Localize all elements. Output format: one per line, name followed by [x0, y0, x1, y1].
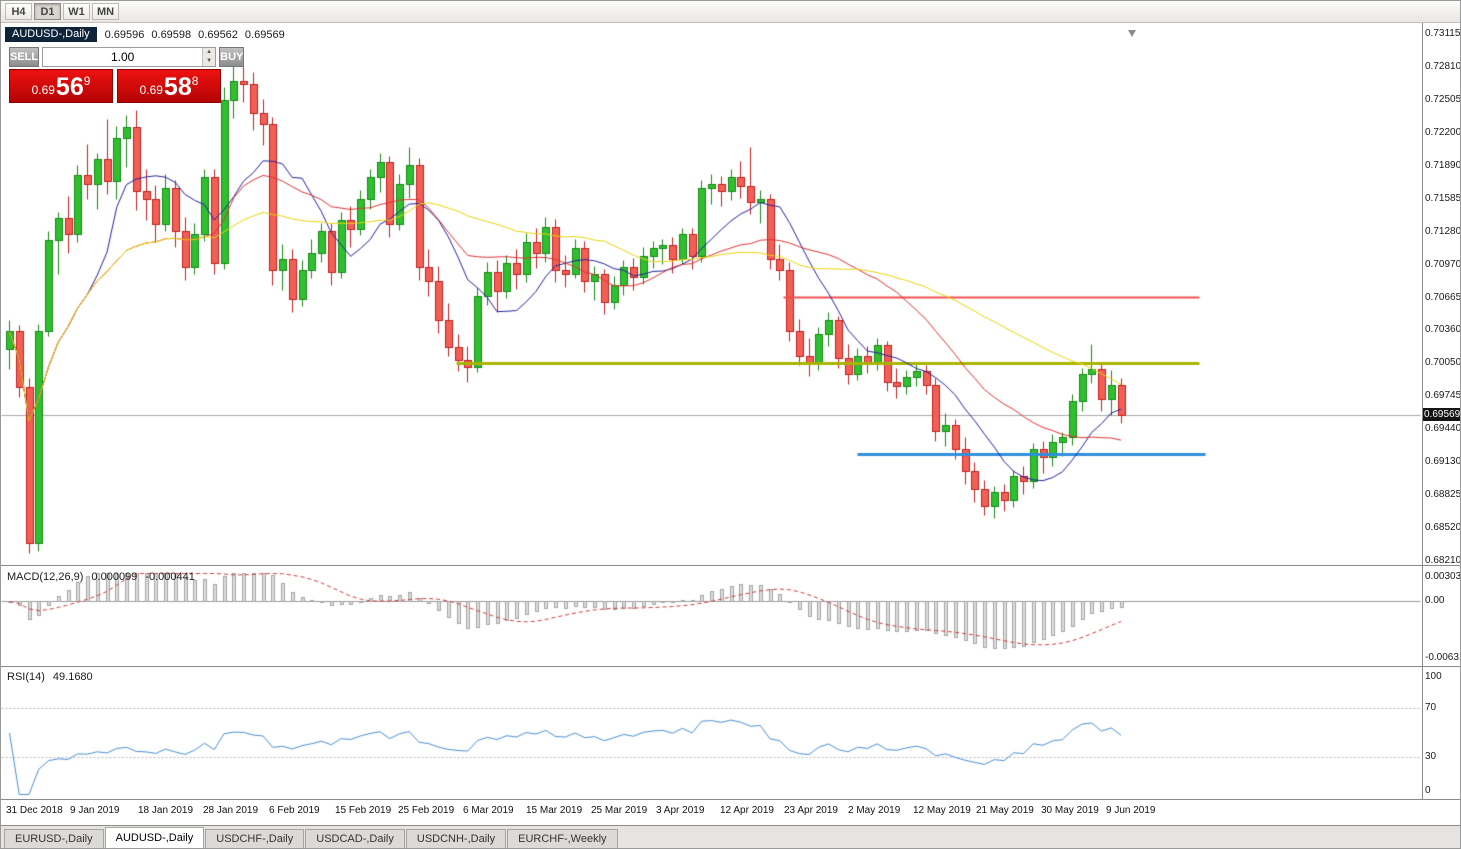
date-label: 6 Mar 2019 [463, 805, 514, 816]
one-click-trading-panel: SELL ▲ ▼ BUY 0.69 56 9 0.69 [9, 47, 245, 103]
date-label: 15 Mar 2019 [526, 805, 583, 816]
chart-tab-bar: EURUSD-,Daily AUDUSD-,Daily USDCHF-,Daily U… [1, 825, 1460, 848]
date-label: 12 May 2019 [913, 805, 971, 816]
rsi-indicator-canvas[interactable] [1, 669, 1421, 796]
macd-main-value: 0.000099 [91, 571, 138, 583]
date-label: 30 May 2019 [1041, 805, 1099, 816]
price-scale-label: 0.70360 [1425, 324, 1461, 336]
price-scale-label: 0.70665 [1425, 291, 1461, 303]
time-axis[interactable]: 31 Dec 2018 9 Jan 2019 18 Jan 2019 28 Jan 2… [1, 800, 1422, 827]
date-label: 25 Feb 2019 [398, 805, 455, 816]
rsi-scale-label: 100 [1425, 671, 1442, 682]
date-label: 9 Jan 2019 [70, 805, 120, 816]
buy-price-big: 58 [163, 73, 192, 101]
date-label: 25 Mar 2019 [591, 805, 648, 816]
sell-button[interactable]: SELL [9, 47, 40, 67]
ohlc-values: 0.69596 0.69598 0.69562 0.69569 [105, 29, 285, 41]
date-label: 31 Dec 2018 [6, 805, 63, 816]
close-value: 0.69569 [244, 28, 285, 41]
macd-signal-value: -0.000441 [145, 571, 195, 583]
rsi-value: 49.1680 [52, 671, 93, 683]
price-scale-label: 0.72505 [1425, 93, 1461, 105]
rsi-scale-label: 30 [1425, 751, 1437, 763]
date-label: 6 Feb 2019 [269, 805, 320, 816]
price-scale-label: 0.72810 [1425, 60, 1461, 72]
price-scale-label: 0.72200 [1425, 126, 1461, 138]
volume-spinner: ▲ ▼ [202, 48, 216, 66]
price-chart-canvas[interactable] [1, 25, 1421, 565]
macd-scale-label: 0.00 [1425, 595, 1445, 606]
sell-price-big: 56 [55, 73, 84, 101]
date-label: 18 Jan 2019 [138, 805, 194, 816]
macd-label-row: MACD(12,26,9) 0.000099 -0.000441 [7, 571, 195, 583]
volume-down-button[interactable]: ▼ [203, 57, 216, 66]
date-label: 9 Jun 2019 [1106, 805, 1156, 816]
price-scale-separator [1422, 23, 1423, 799]
chart-tab[interactable]: USDCAD-,Daily [305, 829, 405, 848]
timeframe-button-w1[interactable]: W1 [63, 3, 90, 20]
rsi-scale-label: 70 [1425, 701, 1437, 713]
price-scale-label: 0.68520 [1425, 522, 1461, 534]
price-scale-label: 0.69440 [1425, 423, 1461, 435]
rsi-label-row: RSI(14) 49.1680 [7, 671, 93, 683]
date-label: 23 Apr 2019 [784, 805, 838, 816]
date-label: 12 Apr 2019 [720, 805, 774, 816]
price-scale-label: 0.69130 [1425, 456, 1461, 468]
date-label: 2 May 2019 [848, 805, 901, 816]
date-label: 21 May 2019 [976, 805, 1034, 816]
date-label: 3 Apr 2019 [656, 805, 705, 816]
price-scale-label: 0.68210 [1425, 555, 1461, 566]
timeframe-toolbar: H4 D1 W1 MN [1, 1, 1460, 23]
price-scale-label: 0.71585 [1425, 192, 1461, 204]
chart-window: AUDUSD-,Daily 0.69596 0.69598 0.69562 0.… [1, 23, 1461, 827]
buy-button[interactable]: BUY [219, 47, 245, 67]
volume-input[interactable] [43, 48, 203, 66]
buy-price-sup: 8 [191, 74, 199, 88]
chart-symbol-title: AUDUSD-,Daily [5, 27, 97, 42]
time-axis-separator [1, 799, 1460, 800]
chart-tab[interactable]: AUDUSD-,Daily [104, 827, 205, 848]
volume-field: ▲ ▼ [42, 47, 217, 67]
chart-tab[interactable]: EURCHF-,Weekly [507, 829, 618, 848]
date-label: 15 Feb 2019 [335, 805, 392, 816]
buy-price-base: 0.69 [139, 83, 163, 97]
price-scale-label: 0.70050 [1425, 357, 1461, 369]
open-value: 0.69596 [104, 28, 145, 41]
date-label: 28 Jan 2019 [203, 805, 259, 816]
chart-shift-marker [1128, 30, 1136, 37]
current-price-badge: 0.69569 [1423, 407, 1461, 421]
sell-price-base: 0.69 [31, 83, 55, 97]
high-value: 0.69598 [151, 28, 192, 41]
macd-label: MACD(12,26,9) [7, 571, 84, 583]
rsi-scale-label: 0 [1425, 785, 1431, 796]
timeframe-button-mn[interactable]: MN [92, 3, 119, 20]
buy-price-box[interactable]: 0.69 58 8 [117, 69, 221, 103]
price-scale-label: 0.71890 [1425, 159, 1461, 171]
timeframe-button-h4[interactable]: H4 [5, 3, 32, 20]
panel-splitter-macd[interactable] [1, 565, 1460, 566]
panel-splitter-rsi[interactable] [1, 666, 1460, 667]
sell-price-sup: 9 [83, 74, 91, 88]
chart-tab[interactable]: USDCHF-,Daily [205, 829, 305, 848]
price-scale-label: 0.73115 [1425, 28, 1461, 39]
macd-scale-label: 0.003035 [1425, 571, 1461, 582]
price-scale-label: 0.68825 [1425, 489, 1461, 501]
low-value: 0.69562 [198, 28, 238, 41]
price-scale[interactable]: 0.73115 0.72810 0.72505 0.72200 0.71890 0.715… [1423, 23, 1461, 799]
timeframe-button-d1[interactable]: D1 [34, 3, 61, 20]
volume-up-button[interactable]: ▲ [203, 48, 216, 57]
macd-indicator-canvas[interactable] [1, 569, 1421, 664]
chart-title-row: AUDUSD-,Daily 0.69596 0.69598 0.69562 0.… [5, 27, 285, 42]
sell-price-box[interactable]: 0.69 56 9 [9, 69, 113, 103]
rsi-label: RSI(14) [7, 671, 45, 683]
chart-tab[interactable]: EURUSD-,Daily [4, 829, 104, 848]
chart-tab[interactable]: USDCNH-,Daily [405, 829, 507, 848]
price-scale-label: 0.71280 [1425, 225, 1461, 237]
price-scale-label: 0.69745 [1425, 390, 1461, 402]
price-scale-label: 0.70970 [1425, 258, 1461, 270]
